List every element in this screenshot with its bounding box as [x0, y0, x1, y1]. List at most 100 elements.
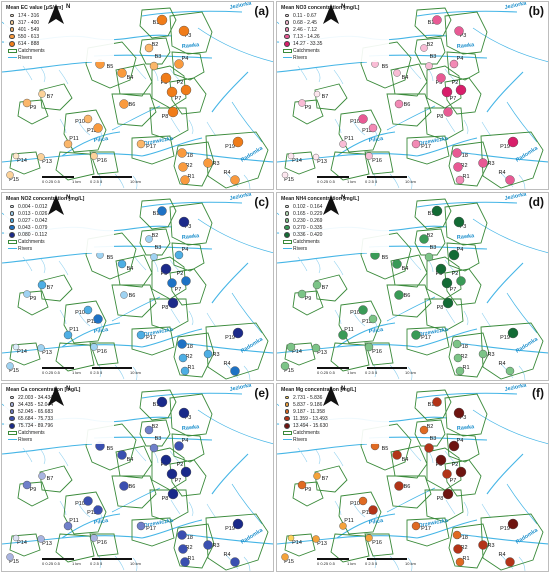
river-line — [386, 296, 436, 322]
legend-class-1: 2.731 - 5.836 — [281, 394, 387, 401]
catchment-label: P8 — [437, 305, 444, 311]
sample-point — [232, 136, 244, 148]
river-line — [472, 27, 548, 63]
catchment-label: P4 — [182, 438, 189, 444]
catchment-boundary — [63, 300, 107, 344]
legend-class-label: 11.359 - 13.493 — [293, 415, 328, 422]
sample-point — [394, 481, 404, 491]
catchment-label: R1 — [187, 174, 194, 180]
catchment-boundary — [151, 447, 187, 491]
scale-right-ticks: 0 2.5 5 — [365, 179, 378, 184]
sample-point — [181, 276, 191, 286]
legend-dot-icon — [10, 395, 14, 400]
tributary-line — [58, 260, 69, 276]
catchment-boundary — [55, 342, 95, 372]
legend-rivers-label: Rivers — [293, 54, 308, 61]
legend-class-2: 0.165 - 0.229 — [281, 210, 387, 217]
sample-point — [63, 330, 73, 340]
catchment-label: R4 — [498, 170, 505, 176]
catchment-label: P15 — [284, 559, 294, 565]
sample-point — [287, 534, 295, 542]
sample-point — [166, 86, 178, 98]
catchment-label: P17 — [421, 144, 431, 150]
legend-class-label: 0.043 - 0.079 — [18, 224, 48, 231]
legend-title: Mean EC value [μS/cm] — [6, 5, 64, 11]
catchment-label: P14 — [17, 158, 27, 164]
legend-title: Mean NO2 concentration [mg/L] — [6, 196, 85, 202]
tributary-line — [389, 364, 400, 380]
legend-dot-icon — [9, 415, 15, 422]
scale-left-ticks: 0 0.25 0.5 — [42, 561, 60, 566]
catchment-label: R4 — [223, 170, 230, 176]
catchment-label: P15 — [9, 177, 19, 183]
catchment-label: P14 — [292, 540, 302, 546]
catchment-label: P17 — [146, 335, 156, 341]
river-line — [386, 105, 436, 131]
catchment-label: P16 — [97, 540, 107, 546]
catchment-boundary — [364, 151, 394, 175]
tributary-line — [333, 451, 344, 467]
scale-right-unit: 10 km — [130, 370, 141, 375]
sample-point — [174, 59, 184, 69]
catchment-label: P12 — [87, 510, 97, 516]
catchment-boundary — [284, 533, 316, 557]
sample-point — [180, 84, 192, 96]
sample-point — [83, 114, 93, 124]
catchment-label: B3 — [430, 436, 437, 442]
legend-class-3: 0.027 - 0.042 — [6, 217, 112, 224]
legend-class-label: 0.027 - 0.042 — [18, 217, 48, 224]
catchment-label: P11 — [69, 136, 78, 142]
catchment-boundary — [338, 109, 382, 153]
river-line — [2, 252, 93, 264]
tributary-line — [133, 446, 147, 462]
sample-point — [313, 90, 321, 98]
tributary-line — [169, 450, 183, 466]
catchment-label: P18 — [183, 535, 193, 541]
tributary-line — [352, 502, 366, 518]
legend: Mean Mg concentration [mg/L] 2.731 - 5.8… — [279, 386, 389, 444]
sample-point — [435, 454, 447, 466]
tributary-line — [22, 447, 33, 463]
catchment-label: P2 — [177, 271, 184, 277]
catchment-boundary — [151, 256, 187, 300]
scale-bar: 0 0.25 0.5 1 km 0 2.5 5 10 km — [317, 176, 427, 186]
catchment-label: B1 — [428, 402, 435, 408]
catchment-boundary — [360, 232, 412, 280]
catchment-boundary — [414, 7, 452, 39]
catchment-boundary — [360, 423, 412, 471]
catchment-boundary — [330, 342, 370, 372]
sample-point — [455, 175, 465, 185]
tributary-line — [77, 120, 91, 136]
catchment-boundary — [314, 274, 348, 302]
catchment-boundary — [171, 51, 205, 81]
catchment-boundary — [330, 533, 370, 563]
tributary-line — [40, 67, 46, 83]
catchment-boundary — [169, 202, 213, 246]
scale-left-unit: 1 km — [347, 179, 356, 184]
river-line — [386, 487, 436, 513]
catchment-label: P11 — [69, 327, 78, 333]
sample-point — [442, 297, 454, 309]
catchment-boundary — [364, 533, 394, 557]
tributary-line — [133, 64, 147, 80]
catchment-boundary — [424, 298, 464, 332]
sample-point — [22, 480, 32, 490]
catchment-label: B2 — [152, 42, 159, 48]
scale-right-ticks: 0 2.5 5 — [365, 561, 378, 566]
legend-rivers-label: Rivers — [18, 436, 33, 443]
river-label: Rawka — [457, 42, 476, 50]
tributary-line — [170, 308, 181, 324]
catchment-label: R1 — [462, 174, 469, 180]
catchment-label: B4 — [402, 75, 409, 81]
sample-point — [280, 361, 290, 371]
legend-dot-icon — [284, 27, 290, 32]
sample-point — [505, 175, 515, 185]
catchment-label: P12 — [362, 128, 372, 134]
catchment-boundary — [448, 332, 490, 378]
river-line — [416, 201, 518, 208]
legend-class-1: 0.102 - 0.164 — [281, 203, 387, 210]
tributary-line — [481, 503, 492, 519]
catchment-label: P9 — [30, 105, 37, 111]
sample-point — [12, 152, 20, 160]
catchment-label: P3 — [185, 415, 192, 421]
